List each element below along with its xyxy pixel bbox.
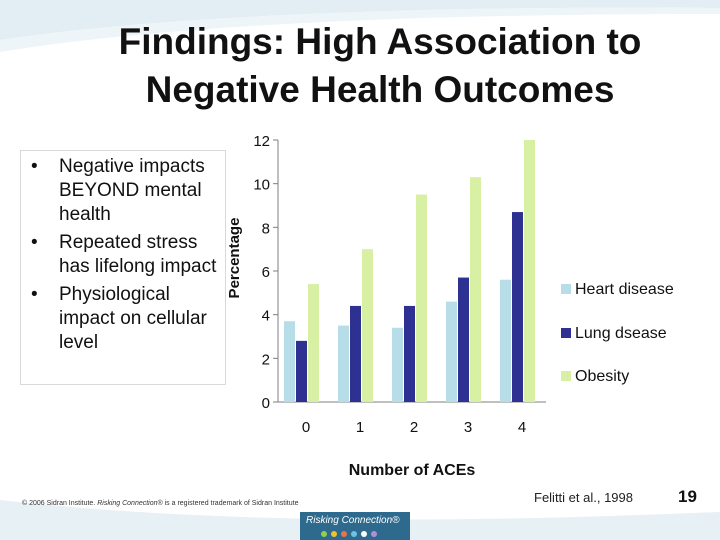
risking-connection-logo: Risking Connection® bbox=[300, 512, 410, 540]
y-tick-label: 12 bbox=[253, 133, 270, 150]
bar-heart-disease-0 bbox=[284, 321, 295, 402]
bar-lung-dsease-1 bbox=[350, 305, 361, 402]
y-axis-title: Percentage bbox=[226, 218, 243, 299]
page-number: 19 bbox=[678, 487, 697, 506]
x-tick-label: 1 bbox=[356, 419, 364, 436]
x-tick-label: 2 bbox=[410, 419, 418, 436]
legend-label-obesity: Obesity bbox=[575, 368, 629, 385]
bar-obesity-0 bbox=[308, 284, 319, 402]
x-axis-title: Number of ACEs bbox=[349, 462, 476, 479]
bullet-text: Negative impacts BEYOND mental health bbox=[59, 156, 205, 225]
x-tick-label: 0 bbox=[302, 419, 310, 436]
legend-swatch-heart-disease bbox=[561, 284, 571, 294]
bar-heart-disease-3 bbox=[446, 301, 457, 402]
bar-obesity-1 bbox=[362, 249, 373, 402]
bar-obesity-4 bbox=[524, 140, 535, 402]
copyright-prefix: © 2006 Sidran Institute. bbox=[22, 500, 98, 507]
bullet-list: • Negative impacts BEYOND mental health … bbox=[21, 151, 225, 355]
y-tick-label: 4 bbox=[262, 308, 270, 325]
citation: Felitti et al., 1998 bbox=[534, 490, 633, 505]
legend-swatch-lung-dsease bbox=[561, 328, 571, 338]
bar-lung-dsease-0 bbox=[296, 340, 307, 402]
slide-title-line-2: Negative Health Outcomes bbox=[145, 69, 615, 110]
slide-title-line-1: Findings: High Association to bbox=[118, 21, 642, 62]
legend-swatch-obesity bbox=[561, 371, 571, 381]
bar-obesity-2 bbox=[416, 194, 427, 402]
bar-obesity-3 bbox=[470, 177, 481, 402]
bullet-item: • Negative impacts BEYOND mental health bbox=[27, 155, 219, 227]
y-tick-label: 10 bbox=[253, 177, 270, 194]
bullet-item: • Repeated stress has lifelong impact bbox=[27, 231, 219, 279]
bullet-box: • Negative impacts BEYOND mental health … bbox=[20, 150, 226, 385]
bullet-text: Repeated stress has lifelong impact bbox=[59, 232, 217, 277]
y-tick-label: 2 bbox=[262, 351, 270, 368]
bar-heart-disease-1 bbox=[338, 325, 349, 402]
x-tick-label: 4 bbox=[518, 419, 526, 436]
bar-lung-dsease-3 bbox=[458, 277, 469, 402]
copyright-suffix: is a registered trademark of Sidran Inst… bbox=[162, 500, 299, 507]
bullet-dot: • bbox=[31, 232, 38, 253]
logo-text: Risking Connection® bbox=[306, 515, 400, 526]
legend-label-heart-disease: Heart disease bbox=[575, 281, 674, 298]
logo-dots-icon bbox=[321, 531, 377, 537]
y-tick-label: 0 bbox=[262, 395, 270, 412]
copyright-brand: Risking Connection® bbox=[97, 500, 163, 507]
bar-heart-disease-4 bbox=[500, 279, 511, 402]
bullet-text: Physiological impact on cellular level bbox=[59, 284, 207, 353]
bullet-dot: • bbox=[31, 284, 38, 305]
bar-lung-dsease-2 bbox=[404, 305, 415, 402]
bullet-dot: • bbox=[31, 156, 38, 177]
bullet-item: • Physiological impact on cellular level bbox=[27, 283, 219, 355]
y-tick-label: 8 bbox=[262, 220, 270, 237]
x-tick-label: 3 bbox=[464, 419, 472, 436]
bar-lung-dsease-4 bbox=[512, 212, 523, 402]
bar-heart-disease-2 bbox=[392, 327, 403, 402]
slide-title: Findings: High Association to Negative H… bbox=[60, 18, 700, 114]
legend-label-lung-dsease: Lung dsease bbox=[575, 325, 667, 342]
copyright-notice: © 2006 Sidran Institute. Risking Connect… bbox=[22, 500, 298, 507]
y-tick-label: 6 bbox=[262, 264, 270, 281]
